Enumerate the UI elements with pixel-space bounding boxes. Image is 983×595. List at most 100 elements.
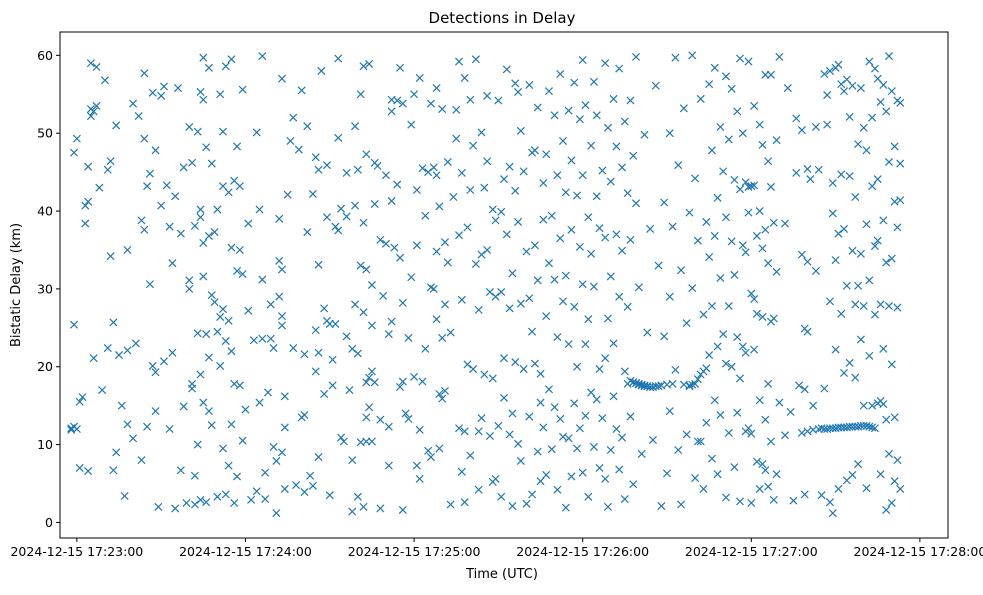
data-point [488, 374, 497, 383]
data-point [227, 55, 236, 64]
data-point [623, 189, 632, 198]
data-point [845, 112, 854, 121]
data-point [702, 217, 711, 226]
data-point [429, 284, 438, 293]
data-point [455, 231, 464, 240]
data-point [797, 250, 806, 259]
data-point [81, 201, 90, 210]
data-point [561, 503, 570, 512]
data-point [570, 302, 579, 311]
data-point [573, 444, 582, 453]
data-point [612, 230, 621, 239]
data-point [564, 106, 573, 115]
data-point [634, 283, 643, 292]
data-point [840, 87, 849, 96]
data-point [727, 362, 736, 371]
data-point [455, 424, 464, 433]
data-point [269, 344, 278, 353]
data-point [292, 481, 301, 490]
data-point [370, 200, 379, 209]
data-point [443, 258, 452, 267]
data-point [230, 498, 239, 507]
data-point [415, 474, 424, 483]
data-point [72, 134, 81, 143]
data-point [351, 201, 360, 210]
data-point [758, 312, 767, 321]
data-point [629, 480, 638, 489]
data-point [185, 122, 194, 131]
data-point [322, 161, 331, 170]
data-point [873, 236, 882, 245]
data-point [221, 490, 230, 499]
data-point [446, 328, 455, 337]
data-point [168, 348, 177, 357]
data-point [786, 407, 795, 416]
data-point [272, 456, 281, 465]
data-point [112, 448, 121, 457]
data-point [736, 185, 745, 194]
data-point [216, 90, 225, 99]
data-point [544, 259, 553, 268]
data-point [514, 439, 523, 448]
data-point [578, 280, 587, 289]
data-point [233, 266, 242, 276]
data-point [803, 327, 812, 336]
data-point [558, 297, 568, 306]
data-point [176, 466, 185, 475]
data-point [348, 507, 357, 516]
data-point [764, 482, 773, 491]
data-point [381, 171, 390, 180]
data-point [578, 468, 587, 477]
data-point [137, 456, 146, 465]
data-point [235, 182, 244, 191]
data-point [213, 492, 222, 501]
data-point [477, 128, 486, 137]
data-point [755, 207, 764, 216]
data-point [578, 171, 587, 180]
data-point [727, 237, 736, 246]
data-point [539, 178, 548, 188]
data-point [693, 236, 702, 245]
data-point [213, 205, 222, 214]
data-point [474, 485, 483, 494]
data-point [603, 502, 612, 511]
data-point [286, 136, 295, 146]
data-point [415, 425, 424, 434]
data-point [702, 418, 711, 427]
data-point [390, 243, 399, 252]
data-point [202, 498, 211, 507]
data-point [744, 208, 753, 217]
data-point [114, 351, 124, 360]
data-point [269, 442, 278, 451]
data-point [601, 233, 610, 242]
data-point [525, 294, 534, 303]
data-point [665, 407, 674, 416]
data-point [499, 354, 509, 363]
data-point [502, 230, 511, 239]
data-point [553, 171, 562, 180]
data-point [207, 291, 216, 300]
data-point [530, 359, 539, 368]
data-point [218, 444, 228, 453]
data-point [823, 120, 832, 129]
data-point [75, 397, 84, 406]
data-point [865, 351, 874, 360]
data-point [277, 321, 287, 330]
y-axis-label: Bistatic Delay (km) [9, 223, 24, 347]
data-point [620, 117, 629, 126]
data-point [882, 258, 891, 267]
data-point [632, 199, 641, 208]
data-point [505, 162, 514, 171]
data-point [876, 300, 885, 309]
plot-frame [59, 31, 949, 539]
data-point [828, 178, 837, 188]
data-point [544, 87, 553, 96]
data-point [241, 405, 250, 414]
data-point [426, 453, 435, 462]
data-point [474, 427, 483, 436]
data-point [342, 212, 351, 221]
data-point [272, 509, 281, 518]
data-point [828, 209, 837, 218]
data-point [716, 273, 725, 283]
data-point [705, 351, 714, 360]
